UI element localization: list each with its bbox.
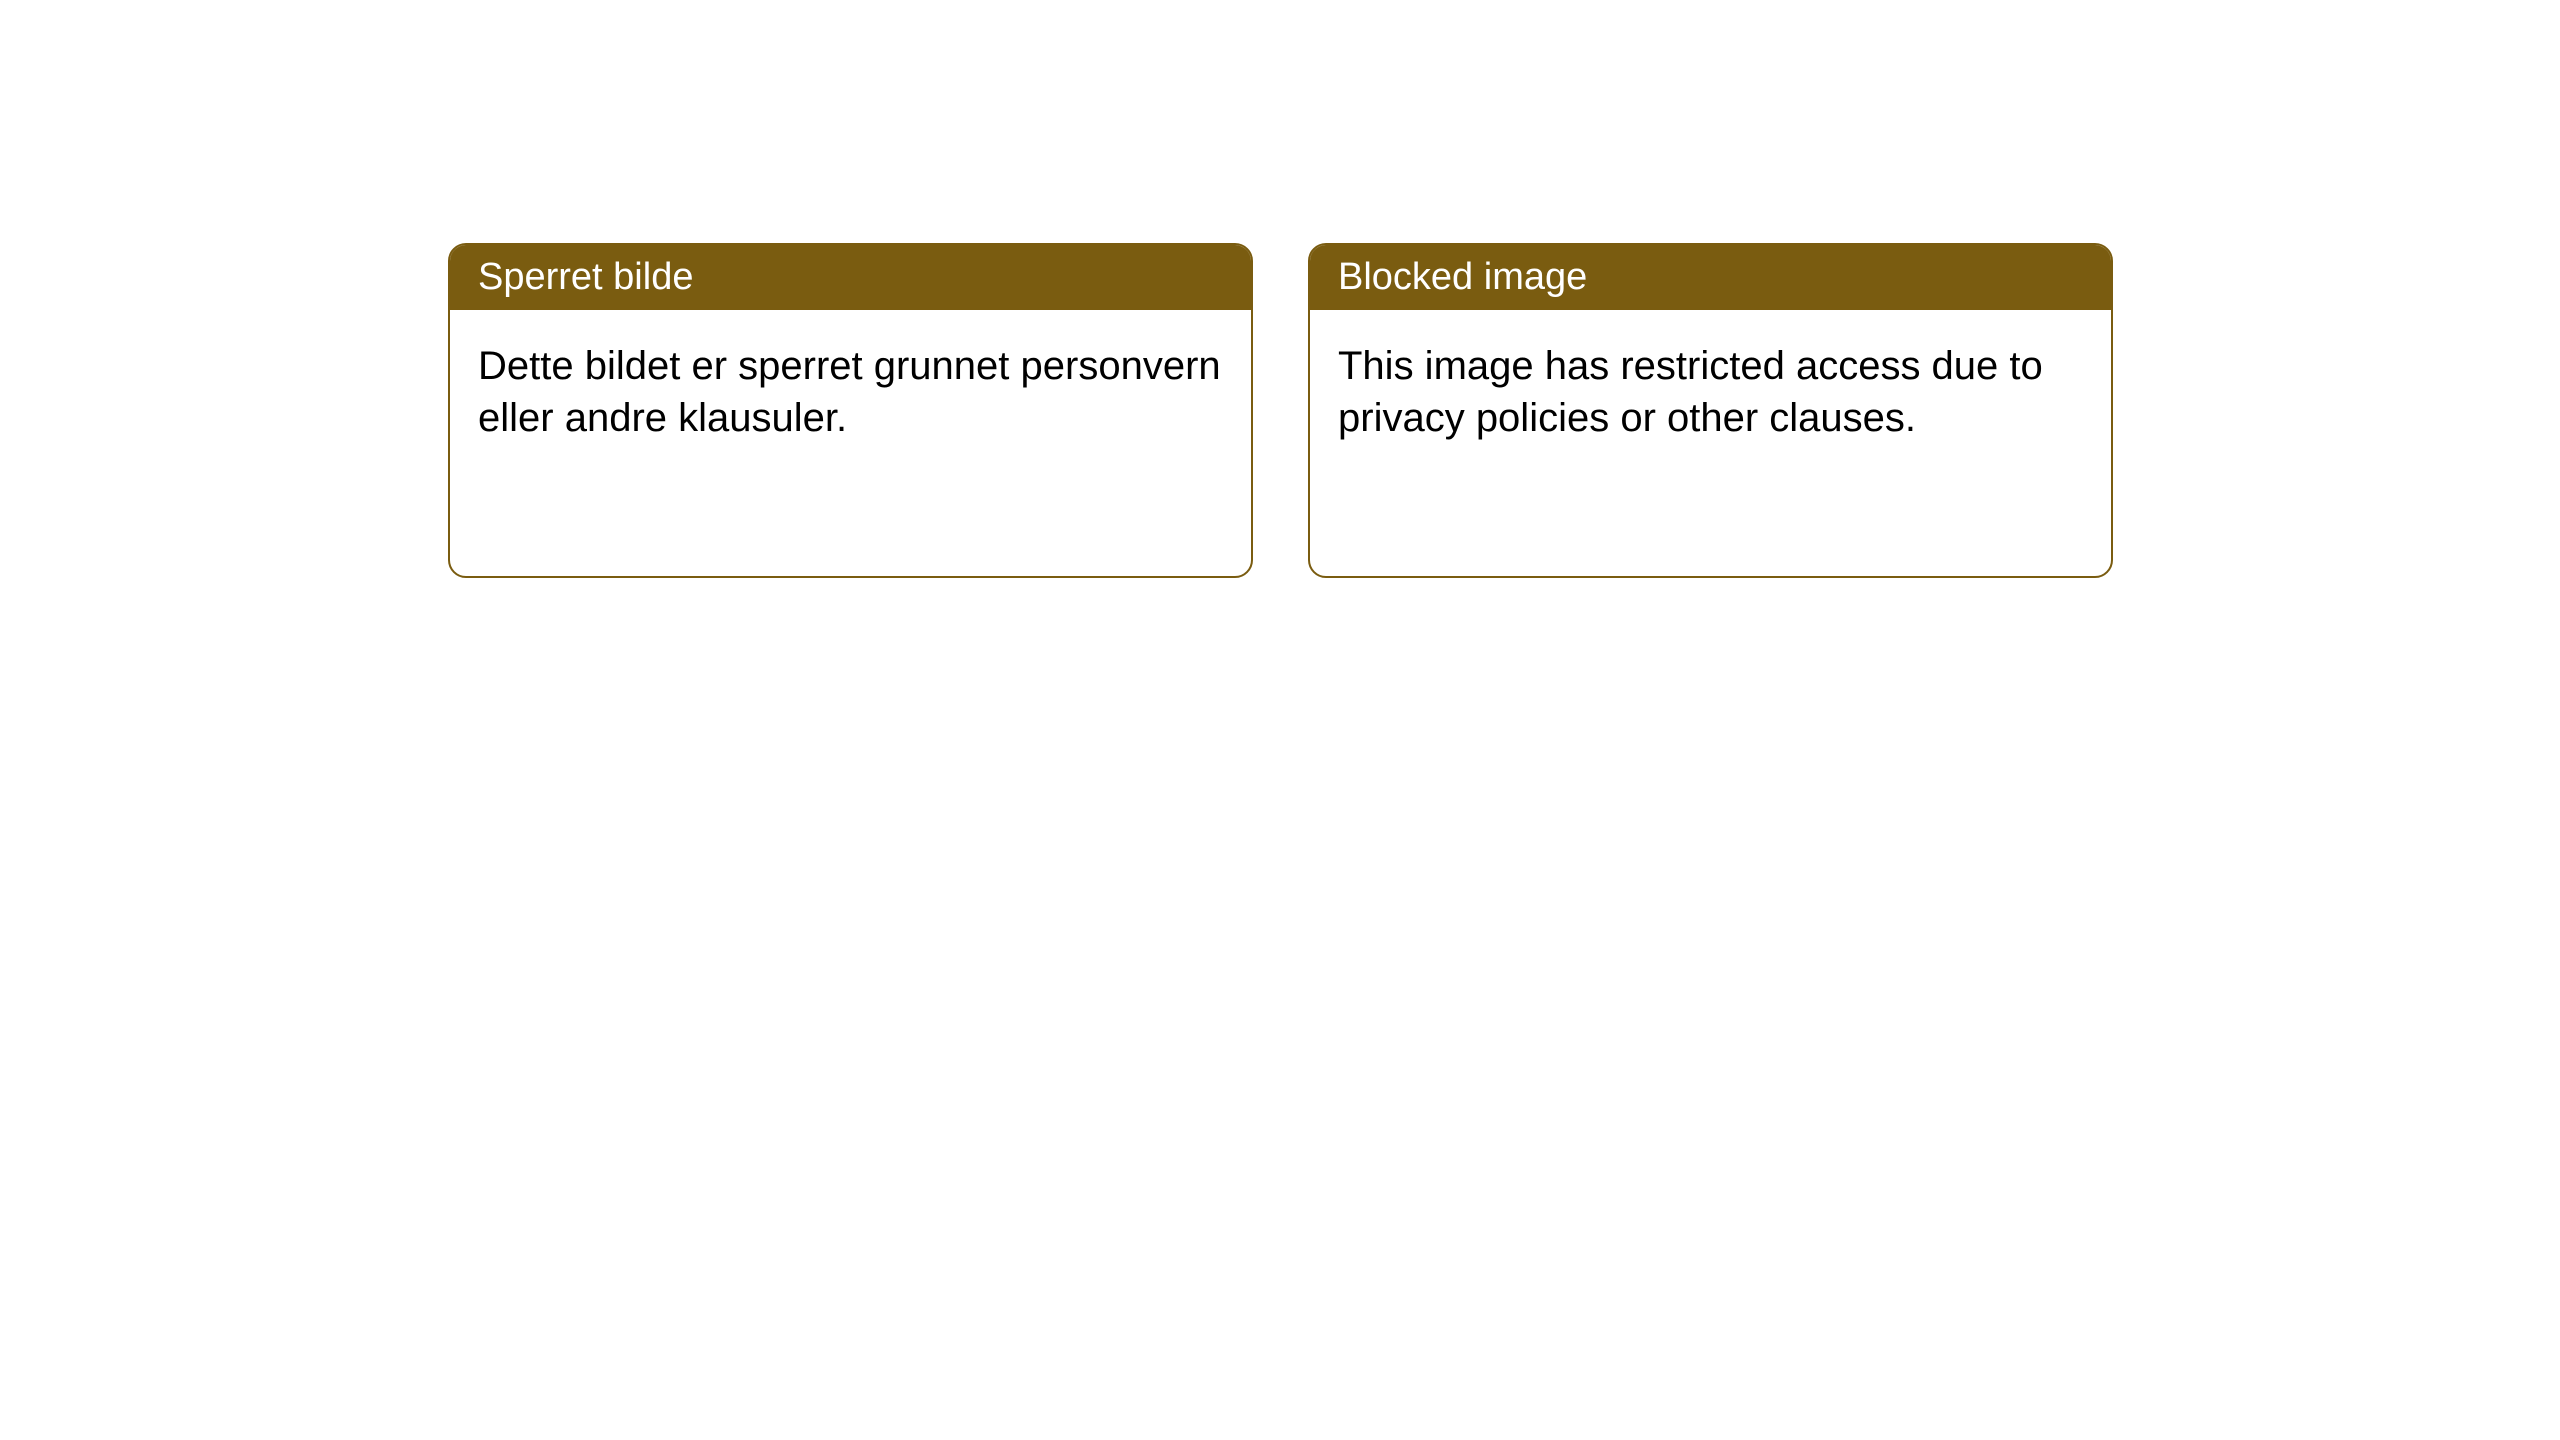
notice-container: Sperret bilde Dette bildet er sperret gr…	[448, 243, 2113, 578]
notice-title: Sperret bilde	[478, 256, 693, 298]
notice-body: Dette bildet er sperret grunnet personve…	[450, 310, 1251, 474]
notice-header: Blocked image	[1310, 245, 2111, 310]
notice-title: Blocked image	[1338, 256, 1587, 298]
notice-card-norwegian: Sperret bilde Dette bildet er sperret gr…	[448, 243, 1253, 578]
notice-header: Sperret bilde	[450, 245, 1251, 310]
notice-card-english: Blocked image This image has restricted …	[1308, 243, 2113, 578]
notice-body: This image has restricted access due to …	[1310, 310, 2111, 474]
notice-body-text: Dette bildet er sperret grunnet personve…	[478, 344, 1221, 440]
notice-body-text: This image has restricted access due to …	[1338, 344, 2043, 440]
